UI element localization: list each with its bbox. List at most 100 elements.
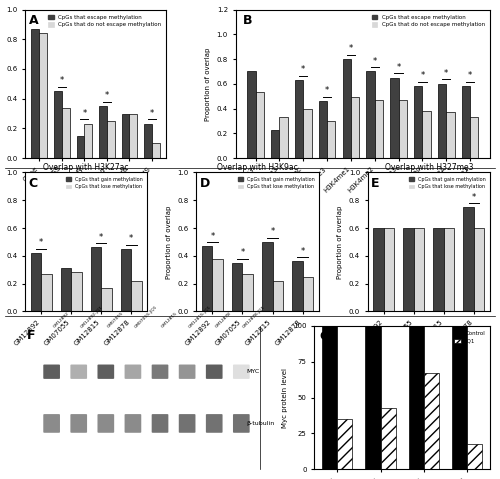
- FancyBboxPatch shape: [152, 365, 168, 379]
- Bar: [242, 274, 253, 311]
- Bar: [366, 326, 380, 469]
- Bar: [302, 277, 313, 311]
- Text: MYC: MYC: [246, 369, 260, 374]
- Text: *: *: [325, 86, 329, 95]
- Bar: [452, 326, 467, 469]
- Bar: [398, 100, 407, 158]
- Title: Overlap with H327me3: Overlap with H327me3: [384, 163, 473, 171]
- Text: *: *: [60, 76, 64, 85]
- Bar: [374, 100, 383, 158]
- Bar: [84, 124, 92, 158]
- Bar: [280, 117, 287, 158]
- Legend: Control, JQ1: Control, JQ1: [452, 329, 487, 346]
- FancyBboxPatch shape: [124, 365, 142, 379]
- Text: *: *: [240, 248, 244, 257]
- Text: B: B: [243, 14, 252, 27]
- Bar: [101, 288, 112, 311]
- Text: GM07055-JQ1: GM07055-JQ1: [134, 304, 158, 329]
- Bar: [408, 326, 424, 469]
- Legend: CpGs that escape methylation, CpGs that do not escape methylation: CpGs that escape methylation, CpGs that …: [46, 12, 164, 30]
- Y-axis label: Proportion of overlap: Proportion of overlap: [166, 205, 172, 279]
- FancyBboxPatch shape: [124, 414, 142, 433]
- Bar: [212, 259, 223, 311]
- Bar: [202, 246, 212, 311]
- Bar: [32, 29, 40, 158]
- FancyBboxPatch shape: [98, 365, 114, 379]
- Bar: [62, 108, 70, 158]
- FancyBboxPatch shape: [179, 414, 196, 433]
- Bar: [438, 84, 446, 158]
- Text: *: *: [372, 57, 377, 66]
- Bar: [107, 121, 115, 158]
- Bar: [132, 281, 142, 311]
- Text: *: *: [150, 109, 154, 118]
- Text: *: *: [99, 233, 103, 242]
- Text: *: *: [82, 109, 86, 118]
- FancyBboxPatch shape: [179, 365, 196, 379]
- Bar: [122, 114, 130, 158]
- Bar: [90, 248, 101, 311]
- Bar: [467, 444, 482, 469]
- Bar: [271, 130, 280, 158]
- Legend: CpGs that gain methylation, CpGs that lose methylation: CpGs that gain methylation, CpGs that lo…: [64, 175, 145, 191]
- Text: GM12815-JQ1: GM12815-JQ1: [188, 304, 212, 329]
- Bar: [446, 112, 454, 158]
- Text: *: *: [300, 247, 304, 256]
- FancyBboxPatch shape: [70, 365, 87, 379]
- Title: Overlap with H3K27ac: Overlap with H3K27ac: [44, 163, 129, 171]
- Bar: [422, 111, 430, 158]
- Bar: [384, 228, 394, 311]
- Text: C: C: [28, 177, 38, 190]
- Text: *: *: [210, 231, 214, 240]
- Text: *: *: [39, 239, 43, 248]
- Bar: [380, 408, 396, 469]
- FancyBboxPatch shape: [206, 414, 222, 433]
- Text: D: D: [200, 177, 210, 190]
- Bar: [295, 80, 303, 158]
- Text: GM12815: GM12815: [161, 311, 178, 329]
- Bar: [144, 124, 152, 158]
- Y-axis label: Myc protein level: Myc protein level: [282, 367, 288, 428]
- Bar: [41, 274, 51, 311]
- Bar: [351, 97, 359, 158]
- FancyBboxPatch shape: [206, 365, 222, 379]
- Bar: [54, 91, 62, 158]
- Bar: [76, 136, 84, 158]
- Legend: CpGs that escape methylation, CpGs that do not escape methylation: CpGs that escape methylation, CpGs that …: [370, 12, 487, 30]
- Bar: [366, 71, 374, 158]
- Text: *: *: [129, 234, 134, 243]
- Bar: [322, 326, 338, 469]
- Bar: [232, 262, 242, 311]
- Bar: [462, 86, 470, 158]
- Bar: [424, 373, 439, 469]
- FancyBboxPatch shape: [233, 365, 250, 379]
- Text: β-tubulin: β-tubulin: [246, 421, 275, 426]
- Text: *: *: [301, 65, 306, 74]
- Bar: [247, 71, 256, 158]
- Y-axis label: Proportion of overlap: Proportion of overlap: [205, 47, 211, 121]
- Bar: [444, 228, 454, 311]
- Title: Overlap with H3K9ac: Overlap with H3K9ac: [217, 163, 298, 171]
- Text: GM07055: GM07055: [106, 311, 124, 329]
- Bar: [390, 78, 398, 158]
- Bar: [152, 143, 160, 158]
- Text: GM12878-JQ1: GM12878-JQ1: [242, 305, 266, 329]
- Bar: [121, 249, 132, 311]
- Bar: [434, 228, 444, 311]
- Bar: [256, 92, 264, 158]
- Text: GM12892: GM12892: [52, 311, 70, 329]
- Bar: [414, 228, 424, 311]
- Bar: [71, 273, 82, 311]
- Bar: [30, 253, 41, 311]
- Bar: [474, 228, 484, 311]
- Text: *: *: [472, 193, 476, 202]
- FancyBboxPatch shape: [152, 414, 168, 433]
- Text: *: *: [348, 44, 353, 53]
- Bar: [470, 117, 478, 158]
- Bar: [262, 242, 272, 311]
- Bar: [99, 106, 107, 158]
- FancyBboxPatch shape: [233, 414, 250, 433]
- Text: A: A: [29, 14, 39, 27]
- Text: *: *: [396, 63, 400, 72]
- Text: *: *: [270, 228, 274, 236]
